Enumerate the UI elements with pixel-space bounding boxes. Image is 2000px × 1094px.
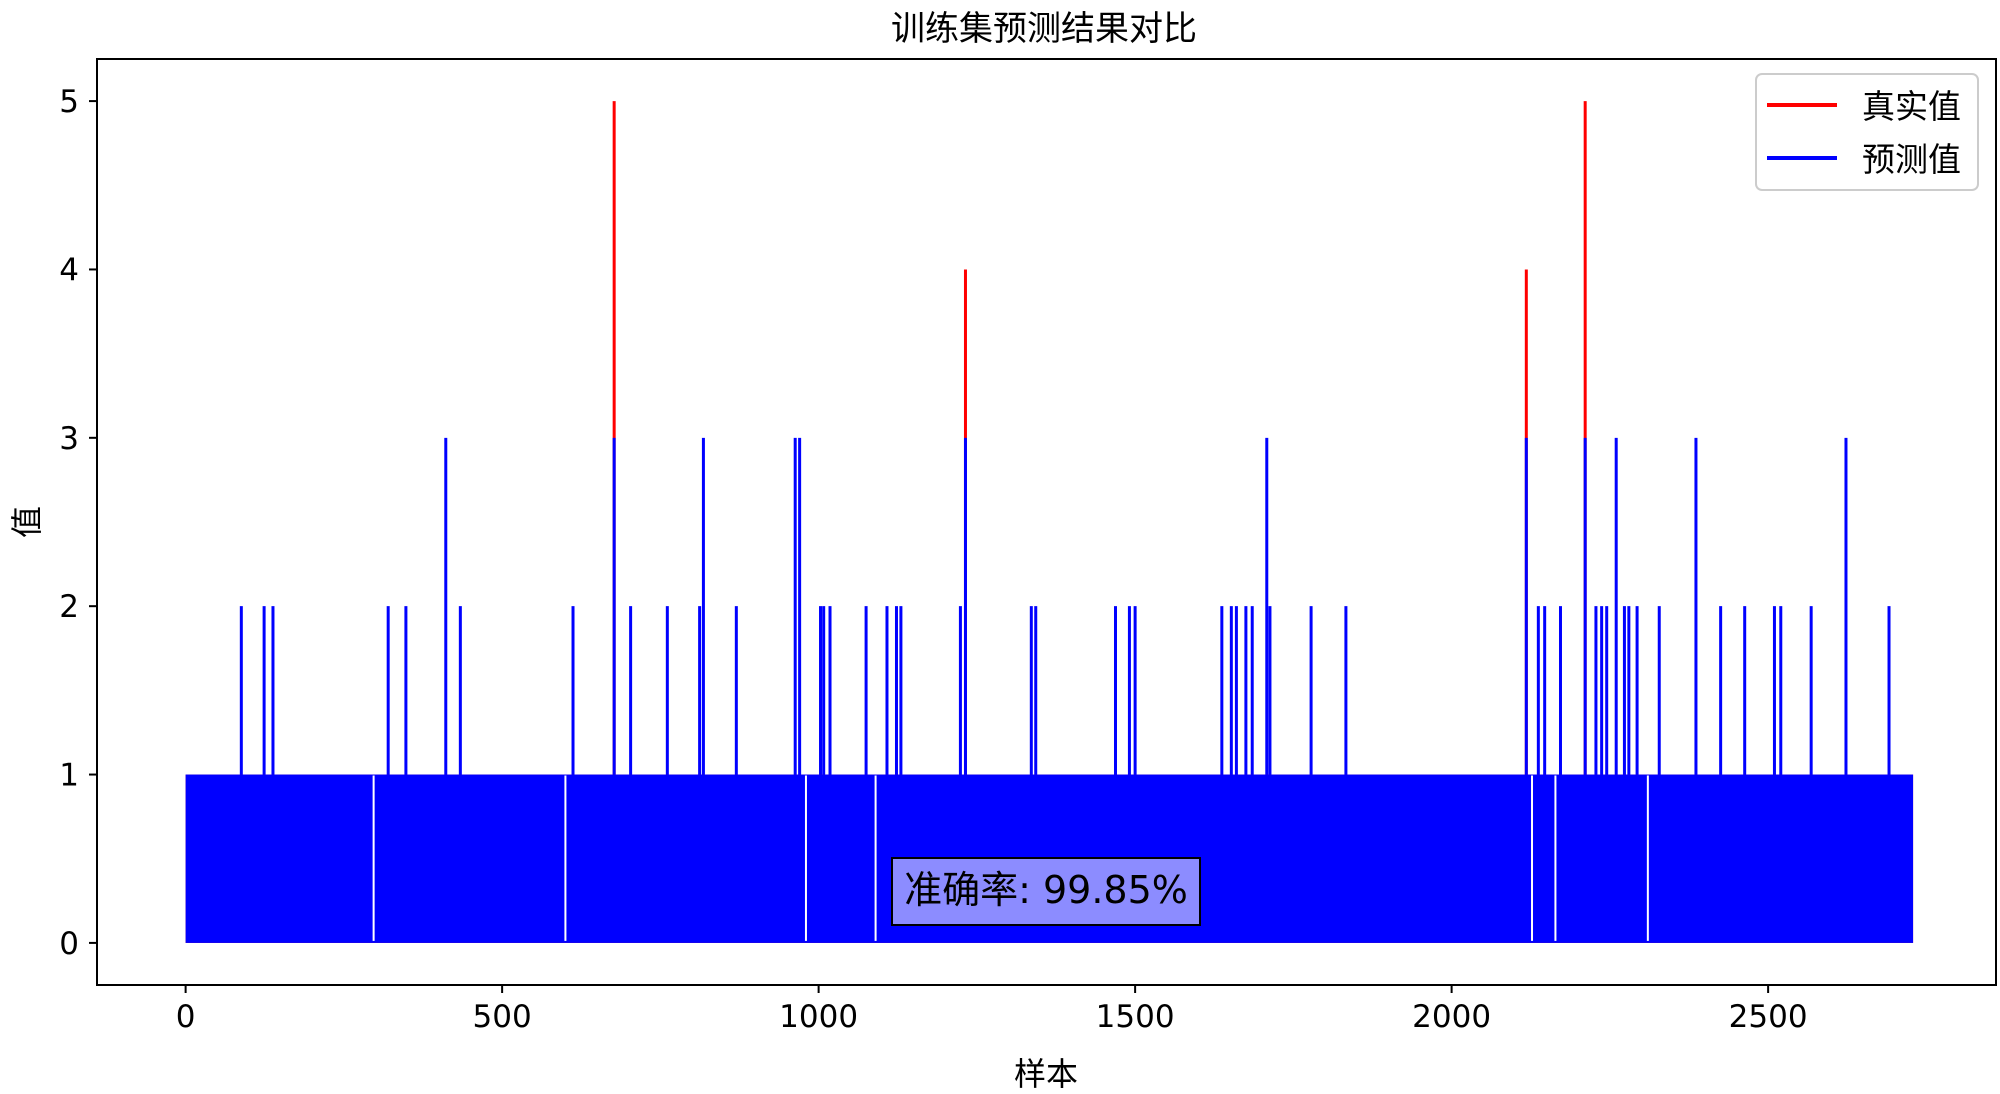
x-tick-label: 1000 — [779, 999, 858, 1035]
x-tick-label: 1500 — [1096, 999, 1175, 1035]
legend-label-pred: 预测值 — [1862, 140, 1961, 179]
x-axis: 0 500 1000 1500 2000 2500 — [176, 985, 1808, 1035]
y-tick-label: 0 — [59, 926, 79, 962]
y-tick-label: 5 — [59, 84, 79, 120]
annotation-box — [891, 857, 1201, 926]
legend: 真实值 预测值 — [1755, 73, 1979, 191]
y-axis: 0 1 2 3 4 5 — [59, 84, 97, 962]
x-tick-label: 2000 — [1412, 999, 1491, 1035]
y-tick-label: 4 — [59, 252, 79, 288]
legend-label-true: 真实值 — [1862, 87, 1961, 126]
y-tick-label: 2 — [59, 589, 79, 625]
y-tick-label: 1 — [59, 758, 79, 794]
x-tick-label: 0 — [176, 999, 196, 1035]
x-tick-label: 2500 — [1729, 999, 1808, 1035]
x-tick-label: 500 — [473, 999, 532, 1035]
annotation-text: 准确率: 99.85% — [904, 868, 1188, 912]
y-axis-label: 值 — [8, 506, 46, 538]
accuracy-annotation: 准确率: 99.85% — [891, 857, 1201, 926]
y-tick-label: 3 — [59, 421, 79, 457]
x-axis-label: 样本 — [1014, 1055, 1078, 1093]
chart-title: 训练集预测结果对比 — [891, 9, 1197, 49]
